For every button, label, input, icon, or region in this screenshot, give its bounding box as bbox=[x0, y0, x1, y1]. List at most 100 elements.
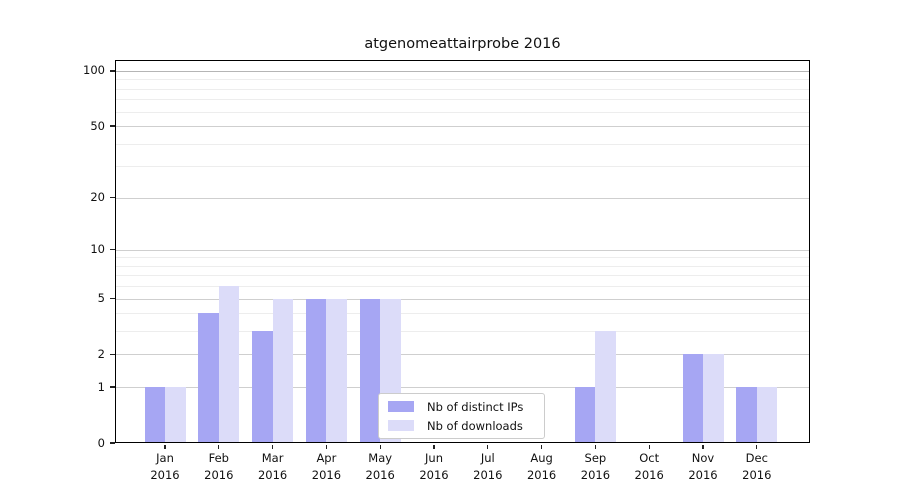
plot-area bbox=[115, 60, 810, 443]
x-tick-label: Nov 2016 bbox=[671, 450, 735, 483]
x-tick-month: Aug bbox=[530, 451, 553, 465]
legend-row: Nb of downloads bbox=[388, 417, 535, 434]
bar-distinct-ips bbox=[574, 387, 596, 443]
x-tick-year: 2016 bbox=[526, 467, 557, 482]
x-tick-year: 2016 bbox=[742, 467, 772, 482]
x-tick-mark bbox=[271, 444, 274, 449]
x-tick-label: Jan 2016 bbox=[133, 450, 197, 483]
x-tick-label: Mar 2016 bbox=[241, 450, 305, 483]
x-tick-month: Jun bbox=[425, 451, 443, 465]
major-gridline bbox=[115, 197, 810, 199]
minor-gridline bbox=[115, 275, 810, 277]
x-tick-mark bbox=[487, 444, 489, 449]
y-tick-label: 100 bbox=[83, 63, 105, 78]
bar-distinct-ips bbox=[305, 298, 327, 443]
y-tick-label: 20 bbox=[90, 190, 105, 205]
bar-distinct-ips bbox=[252, 331, 273, 443]
y-tick-mark bbox=[109, 442, 115, 444]
x-tick-mark bbox=[756, 444, 758, 449]
y-tick-mark bbox=[109, 353, 115, 356]
x-tick-mark bbox=[540, 444, 543, 449]
x-tick-mark bbox=[218, 444, 220, 449]
x-tick-mark bbox=[648, 444, 650, 449]
bar-downloads bbox=[272, 298, 294, 443]
major-gridline bbox=[115, 126, 810, 128]
x-tick-month: Sep bbox=[584, 451, 607, 465]
legend: Nb of distinct IPs Nb of downloads bbox=[378, 393, 545, 439]
x-tick-year: 2016 bbox=[419, 467, 449, 482]
minor-gridline bbox=[115, 88, 810, 90]
minor-gridline bbox=[115, 313, 810, 315]
y-tick-label: 5 bbox=[97, 291, 105, 306]
y-tick-mark bbox=[109, 196, 115, 199]
bar-downloads bbox=[703, 354, 724, 443]
bar-downloads bbox=[218, 286, 240, 443]
x-tick-label: Jul 2016 bbox=[456, 450, 520, 483]
minor-gridline bbox=[115, 257, 810, 259]
bar-downloads bbox=[756, 387, 778, 443]
y-tick-mark bbox=[109, 386, 115, 388]
x-tick-mark bbox=[325, 444, 328, 449]
x-tick-month: Dec bbox=[745, 451, 768, 465]
major-gridline bbox=[115, 354, 810, 356]
y-tick-mark bbox=[109, 297, 115, 300]
x-tick-month: Jan bbox=[156, 451, 174, 465]
x-tick-year: 2016 bbox=[473, 467, 503, 482]
x-tick-year: 2016 bbox=[257, 467, 288, 482]
x-tick-mark bbox=[379, 444, 381, 449]
x-tick-month: Apr bbox=[316, 451, 337, 465]
y-tick-mark bbox=[109, 249, 115, 251]
y-tick-label: 1 bbox=[97, 379, 105, 394]
bar-distinct-ips bbox=[198, 313, 219, 443]
major-gridline bbox=[115, 249, 810, 251]
bar-distinct-ips bbox=[736, 387, 757, 443]
minor-gridline bbox=[115, 286, 810, 288]
y-tick-label: 50 bbox=[90, 118, 105, 133]
x-tick-year: 2016 bbox=[688, 467, 718, 482]
x-tick-mark bbox=[433, 444, 435, 449]
x-tick-label: May 2016 bbox=[348, 450, 412, 483]
x-tick-month: Feb bbox=[208, 451, 229, 465]
bar-distinct-ips bbox=[144, 387, 165, 443]
y-tick-mark bbox=[109, 70, 115, 72]
major-gridline bbox=[115, 70, 810, 72]
legend-row: Nb of distinct IPs bbox=[388, 398, 535, 415]
y-tick-mark bbox=[109, 125, 115, 127]
x-tick-month: Jul bbox=[480, 451, 495, 465]
x-tick-month: Nov bbox=[691, 451, 715, 465]
x-tick-year: 2016 bbox=[150, 467, 180, 482]
x-tick-mark bbox=[702, 444, 704, 449]
x-tick-year: 2016 bbox=[365, 467, 395, 482]
bar-downloads bbox=[595, 331, 616, 443]
x-tick-year: 2016 bbox=[204, 467, 234, 482]
x-tick-year: 2016 bbox=[311, 467, 342, 482]
legend-label: Nb of downloads bbox=[427, 418, 523, 433]
minor-gridline bbox=[115, 166, 810, 168]
x-tick-month: May bbox=[368, 451, 393, 465]
y-tick-label: 0 bbox=[97, 435, 105, 450]
bar-downloads bbox=[326, 298, 347, 443]
x-tick-label: Jun 2016 bbox=[402, 450, 466, 483]
x-tick-month: Mar bbox=[261, 451, 284, 465]
x-tick-label: Aug 2016 bbox=[510, 450, 574, 483]
x-tick-label: Sep 2016 bbox=[563, 450, 627, 483]
minor-gridline bbox=[115, 143, 810, 145]
x-tick-label: Apr 2016 bbox=[294, 450, 358, 483]
x-tick-mark bbox=[164, 444, 166, 449]
legend-swatch bbox=[388, 401, 414, 412]
bar-downloads bbox=[165, 387, 186, 443]
x-tick-month: Oct bbox=[639, 451, 660, 465]
x-tick-label: Oct 2016 bbox=[617, 450, 681, 483]
x-tick-label: Dec 2016 bbox=[725, 450, 789, 483]
legend-label: Nb of distinct IPs bbox=[427, 399, 524, 414]
bar-distinct-ips bbox=[682, 354, 703, 443]
legend-swatch bbox=[388, 420, 414, 431]
major-gridline bbox=[115, 387, 810, 389]
major-gridline bbox=[115, 298, 810, 300]
x-tick-label: Feb 2016 bbox=[187, 450, 251, 483]
minor-gridline bbox=[115, 265, 810, 267]
y-tick-label: 2 bbox=[97, 346, 105, 361]
chart-title: atgenomeattairprobe 2016 bbox=[364, 36, 561, 52]
x-tick-year: 2016 bbox=[634, 467, 664, 482]
minor-gridline bbox=[115, 331, 810, 333]
